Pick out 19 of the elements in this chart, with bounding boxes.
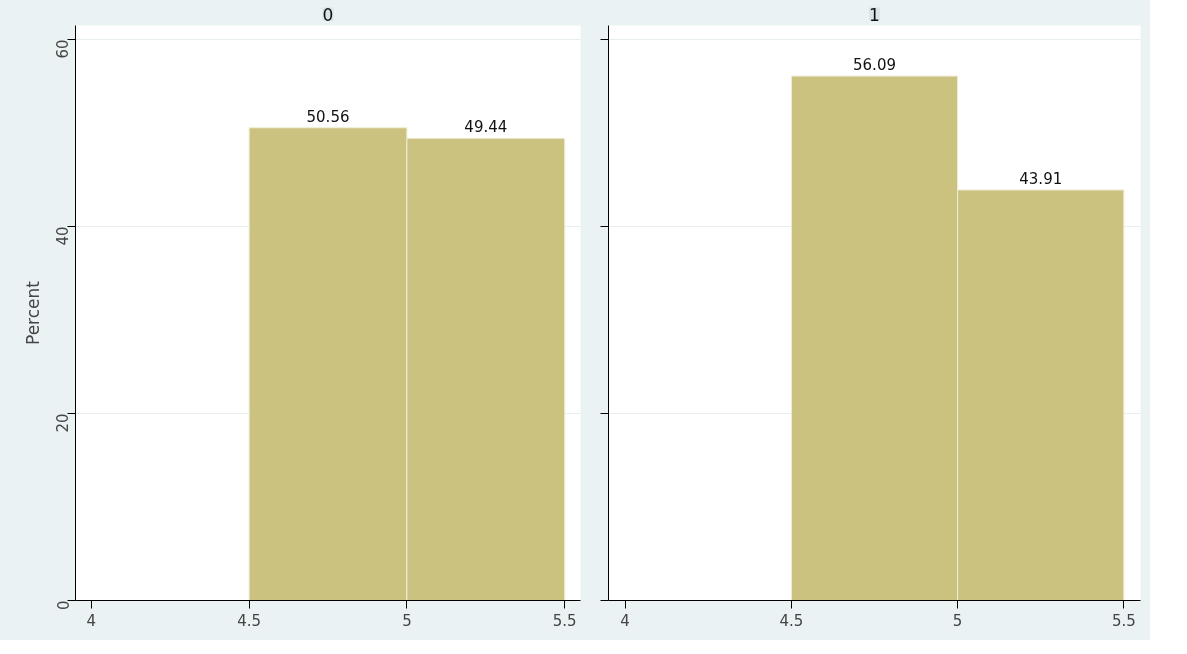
x-tick-label: 4.5 — [779, 611, 804, 630]
x-tick-label: 4 — [620, 611, 630, 630]
x-tick-label: 4 — [86, 611, 97, 630]
x-tick-label: 5 — [402, 611, 412, 630]
chart-title: 0 — [322, 4, 334, 25]
y-tick-label: 40 — [54, 226, 73, 246]
x-tick-label: 5.5 — [552, 611, 577, 630]
x-tick-label: 5 — [952, 611, 963, 630]
y-axis-title: Percent — [22, 280, 43, 345]
y-tick-label: 20 — [54, 413, 73, 433]
chart-title: 1 — [869, 4, 880, 25]
data-label: 43.91 — [1019, 169, 1063, 188]
x-tick-label: 5.5 — [1111, 611, 1136, 630]
data-label: 50.56 — [306, 107, 350, 126]
data-label: 49.44 — [464, 118, 508, 137]
data-label: 56.09 — [853, 56, 896, 75]
y-tick-label: 0 — [54, 600, 73, 611]
x-tick-label: 4.5 — [237, 611, 262, 630]
y-tick-label: 60 — [54, 39, 73, 59]
